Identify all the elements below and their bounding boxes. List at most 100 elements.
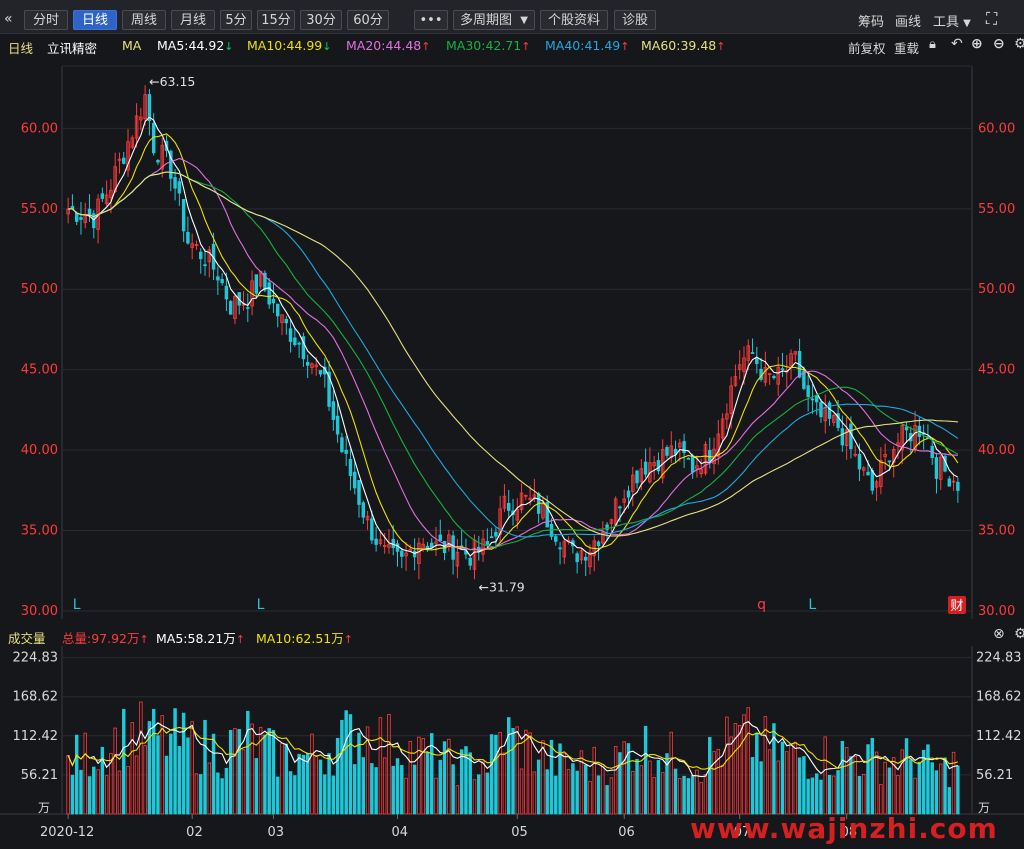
close-icon[interactable]: ⊗ [993, 626, 1005, 642]
volume-bar [361, 757, 366, 815]
candle-body [494, 531, 498, 537]
volume-bar [340, 719, 344, 815]
candle-body [224, 285, 229, 300]
volume-bar [489, 734, 494, 815]
candle-body [772, 375, 776, 379]
candle-body [904, 426, 909, 431]
volume-bar [395, 758, 400, 815]
price-tick-label-left: 35.00 [21, 524, 58, 539]
volume-bar [459, 749, 464, 815]
multi-period-dropdown[interactable]: 多周期图 ▼ [453, 10, 535, 30]
volume-bar [917, 761, 922, 815]
volume-bar [207, 762, 212, 815]
volume-bar [857, 775, 862, 815]
candle-body [583, 556, 588, 561]
candlestick-chart[interactable]: 60.00 60.00 55.00 55.00 50.00 50.00 45.00 45.00… [0, 56, 1024, 621]
volume-bar [160, 715, 164, 815]
tab-period-6[interactable]: 30分 [300, 10, 342, 30]
candle-body [639, 468, 644, 483]
more-periods-button[interactable]: ••• [414, 10, 448, 30]
tab-period-2[interactable]: 周线 [122, 10, 166, 30]
volume-bar [605, 785, 609, 815]
collapse-left-icon[interactable]: « [4, 11, 13, 27]
volume-bar [511, 727, 515, 815]
volume-bar [699, 782, 703, 815]
undo-icon[interactable]: ↶ [951, 36, 963, 52]
candle-body [541, 503, 545, 519]
zoom-out-icon[interactable]: ⊖ [993, 36, 1005, 52]
tab-period-4[interactable]: 5分 [220, 10, 252, 30]
volume-bar [759, 761, 763, 815]
candle-body [678, 442, 682, 448]
tab-period-1[interactable]: 日线 [73, 10, 117, 30]
adjust-mode-button[interactable]: 前复权 [848, 41, 886, 56]
ma-line-ma60 [68, 171, 958, 537]
ma-value-text: MA10:44.99 [247, 38, 323, 53]
settings-gear-icon[interactable]: ⚙ [1014, 36, 1024, 52]
tab-period-0[interactable]: 分时 [24, 10, 68, 30]
volume-bar [690, 775, 695, 815]
candle-body [447, 534, 451, 548]
lock-icon[interactable]: 🔒︎ [929, 37, 936, 52]
volume-bar [335, 737, 340, 815]
ma-value-3: MA30:42.71↑ [446, 38, 530, 53]
drawing-button[interactable]: 画线 [895, 15, 922, 30]
candle-body [293, 337, 297, 346]
volume-bar [874, 751, 879, 815]
volume-bar [926, 744, 930, 815]
tools-dropdown[interactable]: 工具 ▼ [933, 11, 971, 30]
tab-period-5[interactable]: 15分 [257, 10, 295, 30]
x-axis-tick-label: 2020-12 [40, 825, 94, 840]
volume-bar [673, 768, 678, 815]
expand-icon[interactable]: ⛶ [986, 9, 998, 28]
candle-body [643, 461, 648, 475]
volume-bar [83, 732, 87, 815]
candle-body [742, 357, 746, 372]
tab-period-3[interactable]: 月线 [171, 10, 215, 30]
diagnose-button[interactable]: 诊股 [614, 10, 656, 30]
volume-bar [87, 776, 92, 815]
volume-bar [703, 774, 708, 815]
price-tick-label-left: 45.00 [21, 363, 58, 378]
ma-indicator-label[interactable]: MA [122, 38, 142, 53]
chips-button[interactable]: 筹码 [858, 15, 885, 30]
volume-chart[interactable]: 224.83 224.83 168.62 168.62 112.42 112.42 56.2… [0, 646, 1024, 849]
event-marker: L [808, 597, 816, 613]
volume-bar [370, 763, 374, 815]
candle-body [588, 551, 592, 568]
candle-body [558, 547, 562, 550]
volume-bar [613, 746, 618, 815]
vol-ma5-label: MA5:58.21万↑ [156, 628, 245, 647]
volume-bar [224, 767, 229, 815]
volume-bar [566, 769, 571, 815]
zoom-in-icon[interactable]: ⊕ [971, 36, 983, 52]
candle-body [361, 502, 366, 518]
tab-period-7[interactable]: 60分 [347, 10, 389, 30]
candle-body [353, 471, 357, 489]
candle-body [276, 303, 280, 317]
volume-bar [506, 717, 511, 815]
ma-value-4: MA40:41.49↑ [545, 38, 629, 53]
price-tick-label-right: 40.00 [978, 443, 1015, 458]
candle-body [139, 116, 143, 121]
max-price-marker: ←63.15 [149, 74, 195, 89]
price-tick-label-right: 45.00 [978, 363, 1015, 378]
volume-bar [203, 719, 207, 815]
candle-body [314, 364, 318, 368]
volume-bar [199, 774, 203, 815]
reload-button[interactable]: 重载 [894, 41, 920, 56]
volume-bar [956, 765, 960, 815]
candle-body [524, 494, 528, 497]
candle-body [288, 328, 293, 342]
x-axis-tick-label: 08 [841, 825, 858, 840]
candle-body [177, 181, 182, 194]
settings-gear-icon[interactable]: ⚙ [1014, 626, 1024, 642]
stock-info-button[interactable]: 个股资料 [540, 10, 608, 30]
volume-bar [241, 749, 246, 815]
volume-bar [596, 775, 601, 815]
candle-body [297, 342, 301, 345]
volume-bar [498, 732, 502, 815]
candle-body [695, 465, 699, 470]
volume-bar [425, 752, 430, 815]
candle-body [181, 199, 186, 232]
